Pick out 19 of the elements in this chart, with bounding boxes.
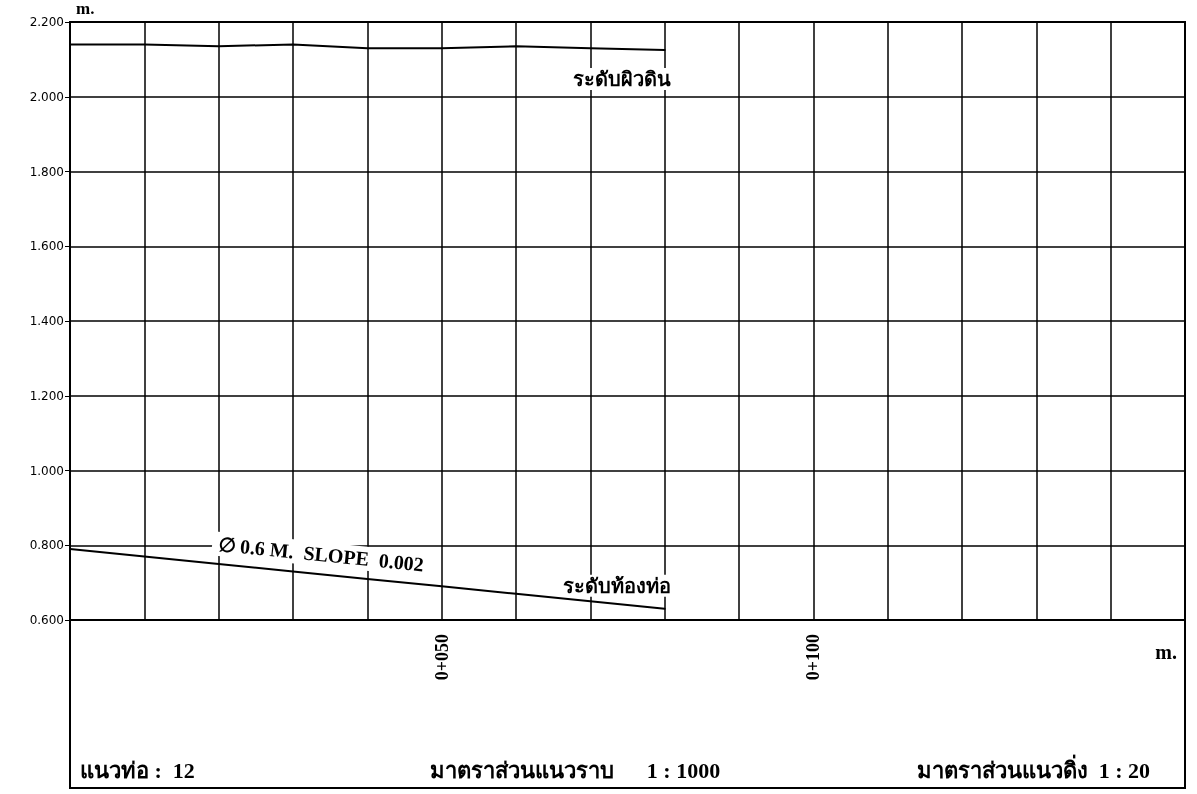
annotation: ∅ 0.6 M. SLOPE 0.002 — [217, 532, 425, 576]
y-tick-label: 1.200 — [29, 388, 64, 403]
text: มาตราส่วนแนวราบ 1 : 1000 — [429, 757, 721, 783]
text: มาตราส่วนแนวดิ่ง 1 : 20 — [916, 753, 1150, 783]
y-axis-title: m. — [76, 0, 95, 18]
x-axis-title: m. — [1155, 641, 1177, 663]
annotation: ระดับท้องท่อ — [562, 574, 671, 597]
y-tick-label: 1.600 — [29, 239, 64, 254]
y-tick-label: 1.800 — [29, 164, 64, 179]
y-tick-label: 1.400 — [29, 314, 64, 328]
annotation: ระดับผิวดิน — [572, 68, 671, 91]
y-tick-label: 0.600 — [29, 613, 64, 627]
x-tick-label: 0+100 — [803, 634, 824, 681]
x-tick-label: 0+050 — [431, 634, 452, 681]
y-tick-label: 2.200 — [29, 15, 64, 29]
y-tick-label: 2.000 — [29, 89, 64, 104]
y-tick-label: 0.800 — [29, 538, 64, 553]
y-tick-label: 1.000 — [29, 463, 64, 478]
text: แนวท่อ : 12 — [80, 757, 195, 783]
